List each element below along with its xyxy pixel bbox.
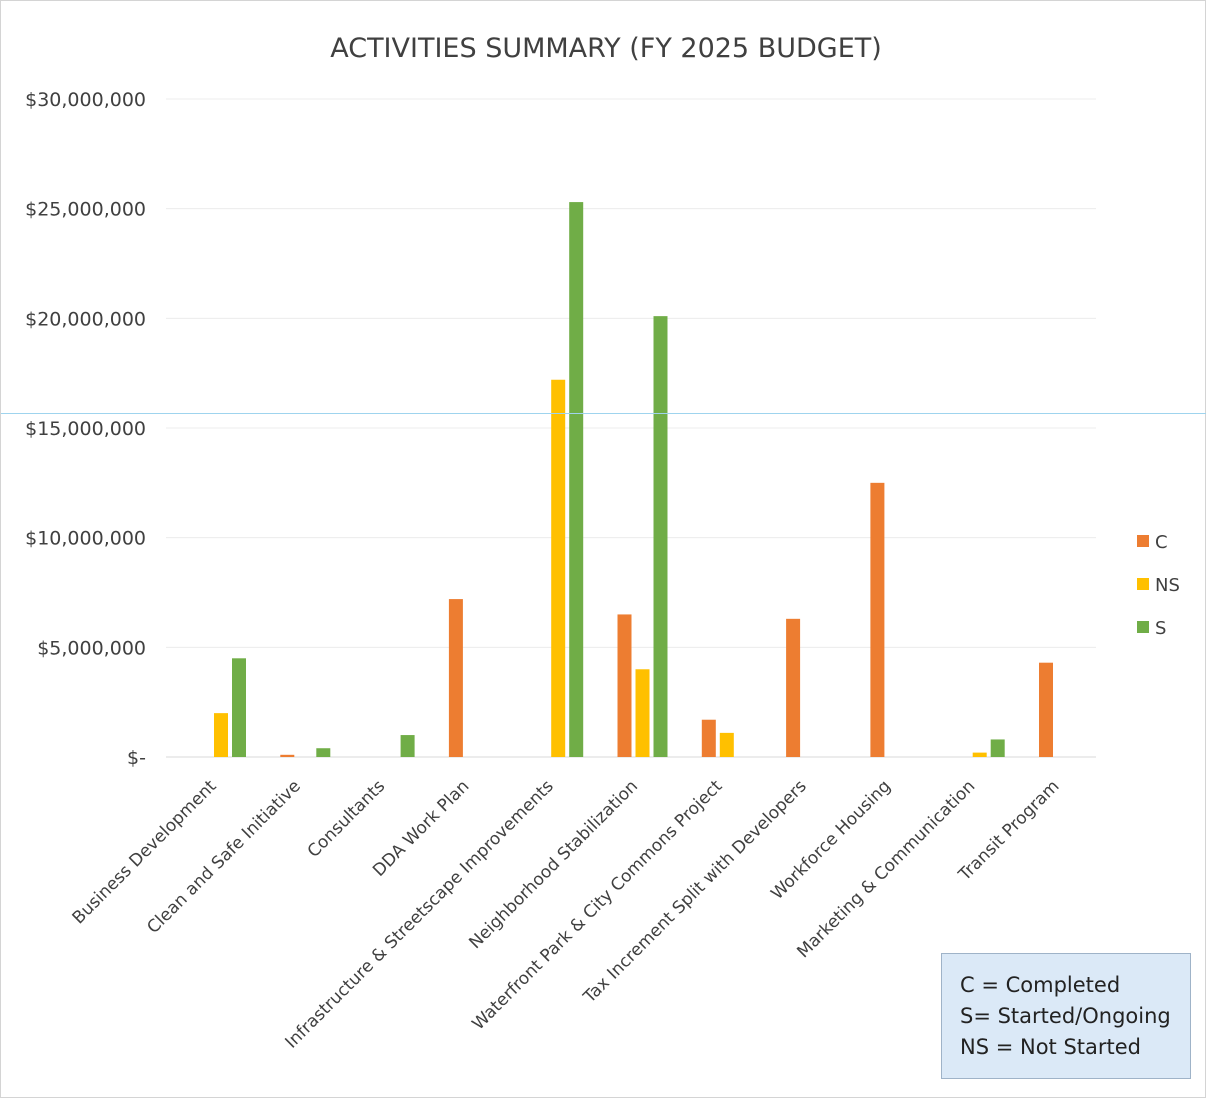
x-category-label: Neighborhood Stabilization: [465, 776, 642, 953]
bar-ns: [635, 669, 650, 757]
bar-s: [316, 748, 331, 757]
legend-swatch-ns: [1137, 578, 1149, 590]
bar-s: [569, 202, 584, 757]
legend: C NS S: [1137, 532, 1180, 639]
y-tick-label: $5,000,000: [37, 637, 146, 659]
note-line-completed: C = Completed: [960, 973, 1121, 997]
bar-ns: [214, 713, 228, 757]
y-tick-label: $-: [127, 747, 146, 769]
bar-c: [870, 482, 885, 757]
bar-s: [990, 739, 1005, 757]
y-axis-tick-labels: $- $5,000,000 $10,000,000 $15,000,000 $20,00…: [25, 89, 146, 769]
legend-swatch-s: [1137, 621, 1149, 633]
y-tick-label: $15,000,000: [25, 418, 146, 440]
legend-label-ns: NS: [1155, 575, 1180, 596]
bar-c: [448, 599, 463, 757]
bar-ns: [972, 752, 987, 757]
bar-c: [617, 614, 632, 757]
scan-artifact-line: [1, 413, 1206, 414]
bar-c: [786, 618, 801, 757]
bar-c: [701, 719, 716, 757]
gridlines: [166, 98, 1096, 758]
bars: [214, 202, 1053, 757]
bar-ns: [551, 379, 566, 757]
x-category-label: Clean and Safe Initiative: [143, 776, 304, 937]
bar-s: [232, 658, 246, 757]
legend-swatch-c: [1137, 535, 1149, 547]
y-tick-label: $30,000,000: [25, 89, 146, 111]
legend-label-s: S: [1155, 618, 1166, 639]
x-category-label: Business Development: [69, 776, 221, 928]
legend-label-c: C: [1155, 532, 1168, 553]
y-tick-label: $25,000,000: [25, 199, 146, 221]
bar-s: [400, 735, 415, 757]
status-key-note: C = Completed S= Started/Ongoing NS = No…: [941, 953, 1191, 1079]
note-line-not-started: NS = Not Started: [960, 1035, 1142, 1059]
bar-c: [280, 754, 295, 757]
x-category-label: Consultants: [304, 776, 390, 862]
x-category-label: Marketing & Communication: [793, 776, 979, 962]
note-line-started: S= Started/Ongoing: [960, 1004, 1171, 1028]
bar-ns: [719, 732, 734, 757]
chart-title: ACTIVITIES SUMMARY (FY 2025 BUDGET): [330, 33, 882, 64]
y-tick-label: $20,000,000: [25, 308, 146, 330]
bar-c: [1039, 662, 1053, 757]
bar-s: [653, 316, 668, 757]
y-tick-label: $10,000,000: [25, 528, 146, 550]
